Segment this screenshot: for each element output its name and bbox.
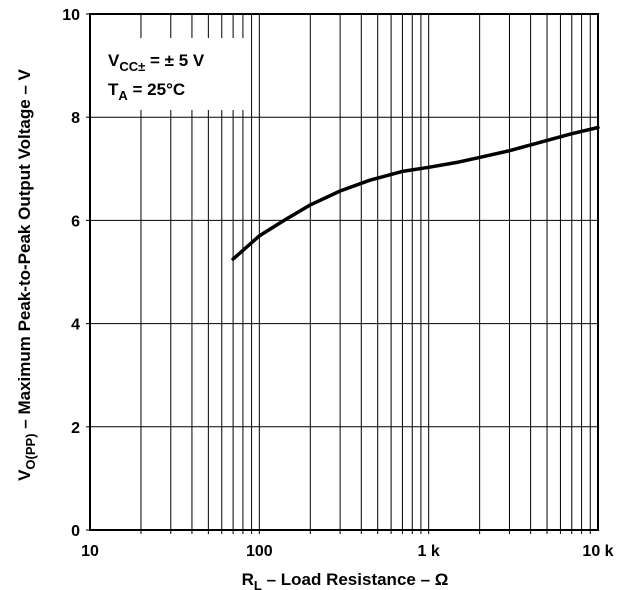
x-tick-label: 1 k	[418, 543, 440, 560]
annotation-supply: VCC± = ± 5 V	[108, 51, 205, 74]
x-tick-label: 100	[246, 543, 273, 560]
series-line	[231, 125, 600, 261]
y-axis-label: VO(PP) – Maximum Peak-to-Peak Output Vol…	[15, 68, 38, 480]
x-axis-label: RL – Load Resistance – Ω	[242, 570, 449, 590]
grid	[86, 13, 598, 534]
y-tick-labels: 0 2 4 6 8 10	[62, 7, 80, 540]
annotation-box	[98, 38, 248, 110]
y-tick-label: 4	[71, 317, 80, 334]
y-tick-label: 8	[71, 110, 80, 127]
x-tick-label: 10 k	[582, 543, 613, 560]
x-tick-labels: 10 100 1 k 10 k	[81, 543, 614, 560]
y-tick-label: 2	[71, 420, 80, 437]
annotation-temperature: TA = 25°C	[108, 80, 185, 103]
x-tick-label: 10	[81, 543, 99, 560]
plot-frame	[89, 13, 599, 531]
y-tick-label: 10	[62, 7, 80, 24]
y-tick-label: 0	[71, 523, 80, 540]
y-tick-label: 6	[71, 213, 80, 230]
